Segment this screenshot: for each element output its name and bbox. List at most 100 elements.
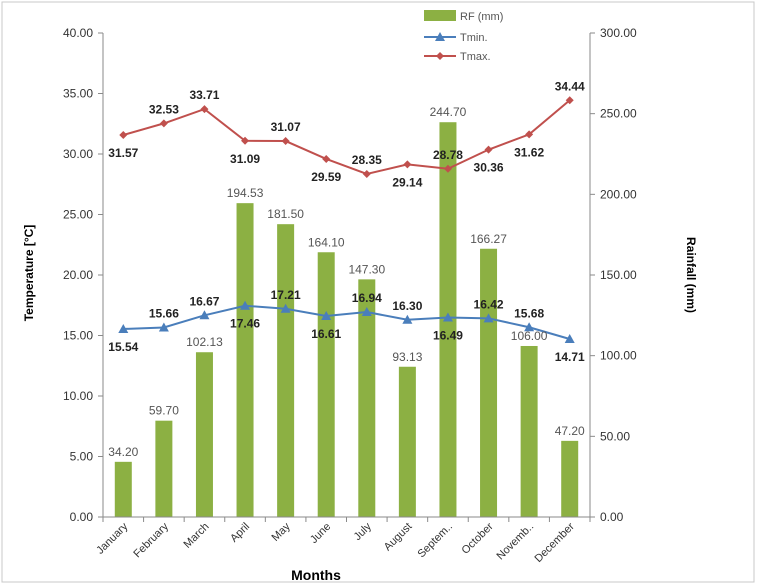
y-axis-title: Temperature [°C] <box>22 225 36 322</box>
label-rf-11: 47.20 <box>555 424 585 438</box>
label-rf-9: 166.27 <box>470 232 507 246</box>
line-tmin <box>123 304 570 340</box>
y-tick-label-1: 5.00 <box>70 450 94 464</box>
bar-rf-7 <box>398 366 416 517</box>
point-tmax-3 <box>241 136 250 145</box>
point-tmin-5 <box>321 311 332 321</box>
point-tmin-0 <box>118 323 129 333</box>
y2-tick-label-1: 50.00 <box>600 429 630 443</box>
y2-tick-label-6: 300.00 <box>600 26 637 40</box>
y2-tick-label-0: 0.00 <box>600 510 624 524</box>
point-tmax-4 <box>281 137 290 146</box>
legend-label-rf: RF (mm) <box>460 11 503 23</box>
label-tmin-7: 16.30 <box>392 299 422 313</box>
bar-rf-0 <box>114 461 132 517</box>
label-rf-10: 106.00 <box>511 329 548 343</box>
point-tmax-10 <box>525 130 534 139</box>
label-rf-2: 102.13 <box>186 335 223 349</box>
point-tmin-2 <box>199 310 210 320</box>
bar-rf-9 <box>480 248 498 517</box>
y-tick-label-0: 0.00 <box>70 510 94 524</box>
y-tick-label-6: 30.00 <box>63 147 93 161</box>
point-tmin-9 <box>483 313 494 323</box>
point-tmax-2 <box>200 105 209 114</box>
label-tmax-9: 30.36 <box>474 161 504 175</box>
bar-rf-2 <box>195 352 213 517</box>
point-tmax-0 <box>119 131 128 140</box>
y-tick-label-8: 40.00 <box>63 26 93 40</box>
bar-rf-6 <box>358 279 376 517</box>
label-tmax-7: 29.14 <box>392 175 422 189</box>
point-tmin-10 <box>524 322 535 332</box>
point-tmax-7 <box>403 160 412 169</box>
label-tmax-5: 29.59 <box>311 170 341 184</box>
point-tmax-9 <box>484 145 493 154</box>
label-tmax-1: 32.53 <box>149 102 179 116</box>
point-tmin-8 <box>442 312 453 322</box>
point-tmin-11 <box>564 334 575 344</box>
y2-tick-label-2: 100.00 <box>600 349 637 363</box>
y-tick-label-5: 25.00 <box>63 208 93 222</box>
label-rf-8: 244.70 <box>430 105 467 119</box>
label-rf-0: 34.20 <box>108 445 138 459</box>
point-tmax-5 <box>322 154 331 163</box>
y-tick-label-7: 35.00 <box>63 87 93 101</box>
y-tick-label-4: 20.00 <box>63 268 93 282</box>
label-tmin-6: 16.94 <box>352 291 382 305</box>
label-tmin-3: 17.46 <box>230 317 260 331</box>
point-tmax-11 <box>565 96 574 105</box>
y2-tick-label-5: 250.00 <box>600 107 637 121</box>
bar-rf-4 <box>277 224 295 517</box>
point-tmax-1 <box>159 119 168 128</box>
line-tmax <box>123 99 571 176</box>
label-tmax-10: 31.62 <box>514 145 544 159</box>
y2-tick-label-4: 200.00 <box>600 187 637 201</box>
y-tick-label-2: 10.00 <box>63 389 93 403</box>
label-tmax-2: 33.71 <box>189 88 219 102</box>
legend-label-tmax: Tmax. <box>460 51 491 63</box>
point-tmin-1 <box>158 322 169 332</box>
point-tmin-4 <box>280 303 291 313</box>
label-tmax-8: 28.78 <box>433 148 463 162</box>
point-tmax-8 <box>443 164 452 173</box>
legend-label-tmin: Tmin. <box>460 32 488 44</box>
point-tmin-7 <box>402 314 413 324</box>
label-tmin-11: 14.71 <box>555 350 585 364</box>
label-tmin-8: 16.49 <box>433 328 463 342</box>
legend: RF (mm) Tmin. Tmax. <box>424 10 503 63</box>
label-rf-3: 194.53 <box>227 186 264 200</box>
legend-marker-tmin <box>435 32 445 41</box>
y-tick-label-3: 15.00 <box>63 329 93 343</box>
point-tmax-6 <box>362 169 371 178</box>
label-tmin-2: 16.67 <box>189 294 219 308</box>
label-tmax-0: 31.57 <box>108 146 138 160</box>
label-tmin-10: 15.68 <box>514 306 544 320</box>
bar-rf-3 <box>236 203 254 517</box>
label-rf-6: 147.30 <box>348 262 385 276</box>
legend-swatch-rf <box>424 10 456 21</box>
bar-rf-11 <box>561 440 579 517</box>
bar-rf-1 <box>155 420 173 517</box>
label-rf-5: 164.10 <box>308 235 345 249</box>
y2-tick-label-3: 150.00 <box>600 268 637 282</box>
point-tmin-3 <box>240 300 251 310</box>
label-tmin-0: 15.54 <box>108 340 138 354</box>
point-tmin-6 <box>361 307 372 317</box>
label-tmax-4: 31.07 <box>271 120 301 134</box>
label-rf-7: 93.13 <box>392 350 422 364</box>
label-tmin-1: 15.66 <box>149 307 179 321</box>
legend-marker-tmax <box>436 52 444 60</box>
label-rf-4: 181.50 <box>267 207 304 221</box>
label-tmax-11: 34.44 <box>555 79 585 93</box>
label-tmin-4: 17.21 <box>271 288 301 302</box>
y2-axis-title: Rainfall (mm) <box>684 237 698 313</box>
label-tmax-6: 28.35 <box>352 153 382 167</box>
bar-rf-5 <box>317 252 335 517</box>
bar-rf-10 <box>520 345 538 517</box>
label-rf-1: 59.70 <box>149 404 179 418</box>
label-tmin-5: 16.61 <box>311 327 341 341</box>
label-tmax-3: 31.09 <box>230 152 260 166</box>
label-tmin-9: 16.42 <box>474 297 504 311</box>
x-axis-title: Months <box>291 567 341 583</box>
